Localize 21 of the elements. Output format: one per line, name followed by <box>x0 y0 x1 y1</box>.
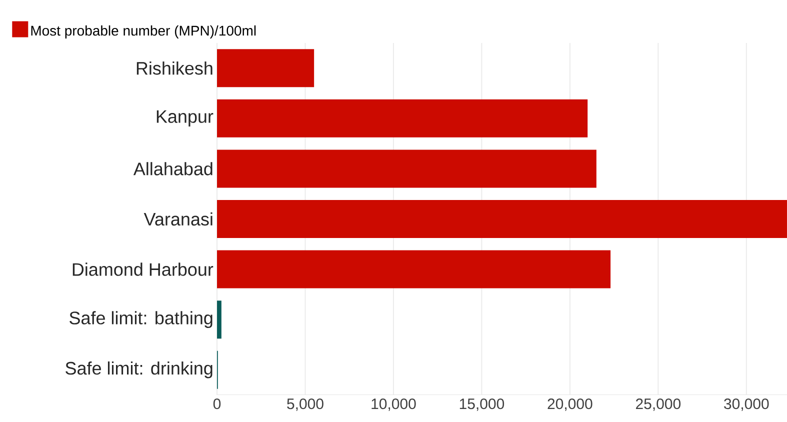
bar <box>217 300 222 339</box>
y-tick-label: Allahabad <box>133 162 212 176</box>
x-tick-label: 15,000 <box>460 398 504 411</box>
x-tick-label: 10,000 <box>372 398 416 411</box>
bar <box>217 250 611 288</box>
x-tick-label: 30,000 <box>724 398 769 411</box>
y-tick-label: Rishikesh <box>136 62 212 75</box>
y-tick-label: Safe limit: bathing <box>70 311 212 328</box>
x-tick-label: 20,000 <box>548 398 592 411</box>
x-tick-label: 5,000 <box>287 398 324 411</box>
y-tick-label: Kanpur <box>156 110 214 126</box>
bar <box>217 200 787 238</box>
y-tick-label: Safe limit: drinking <box>66 361 212 378</box>
bar <box>217 150 596 188</box>
bar <box>217 49 314 88</box>
y-tick-label: Varanasi <box>144 212 212 226</box>
y-tick-label: Diamond Harbour <box>72 262 214 276</box>
bar <box>217 99 588 138</box>
x-tick-label: 25,000 <box>636 398 681 411</box>
x-tick-label: 0 <box>213 398 221 410</box>
legend-label: Most probable number (MPN)/100ml <box>31 25 256 38</box>
